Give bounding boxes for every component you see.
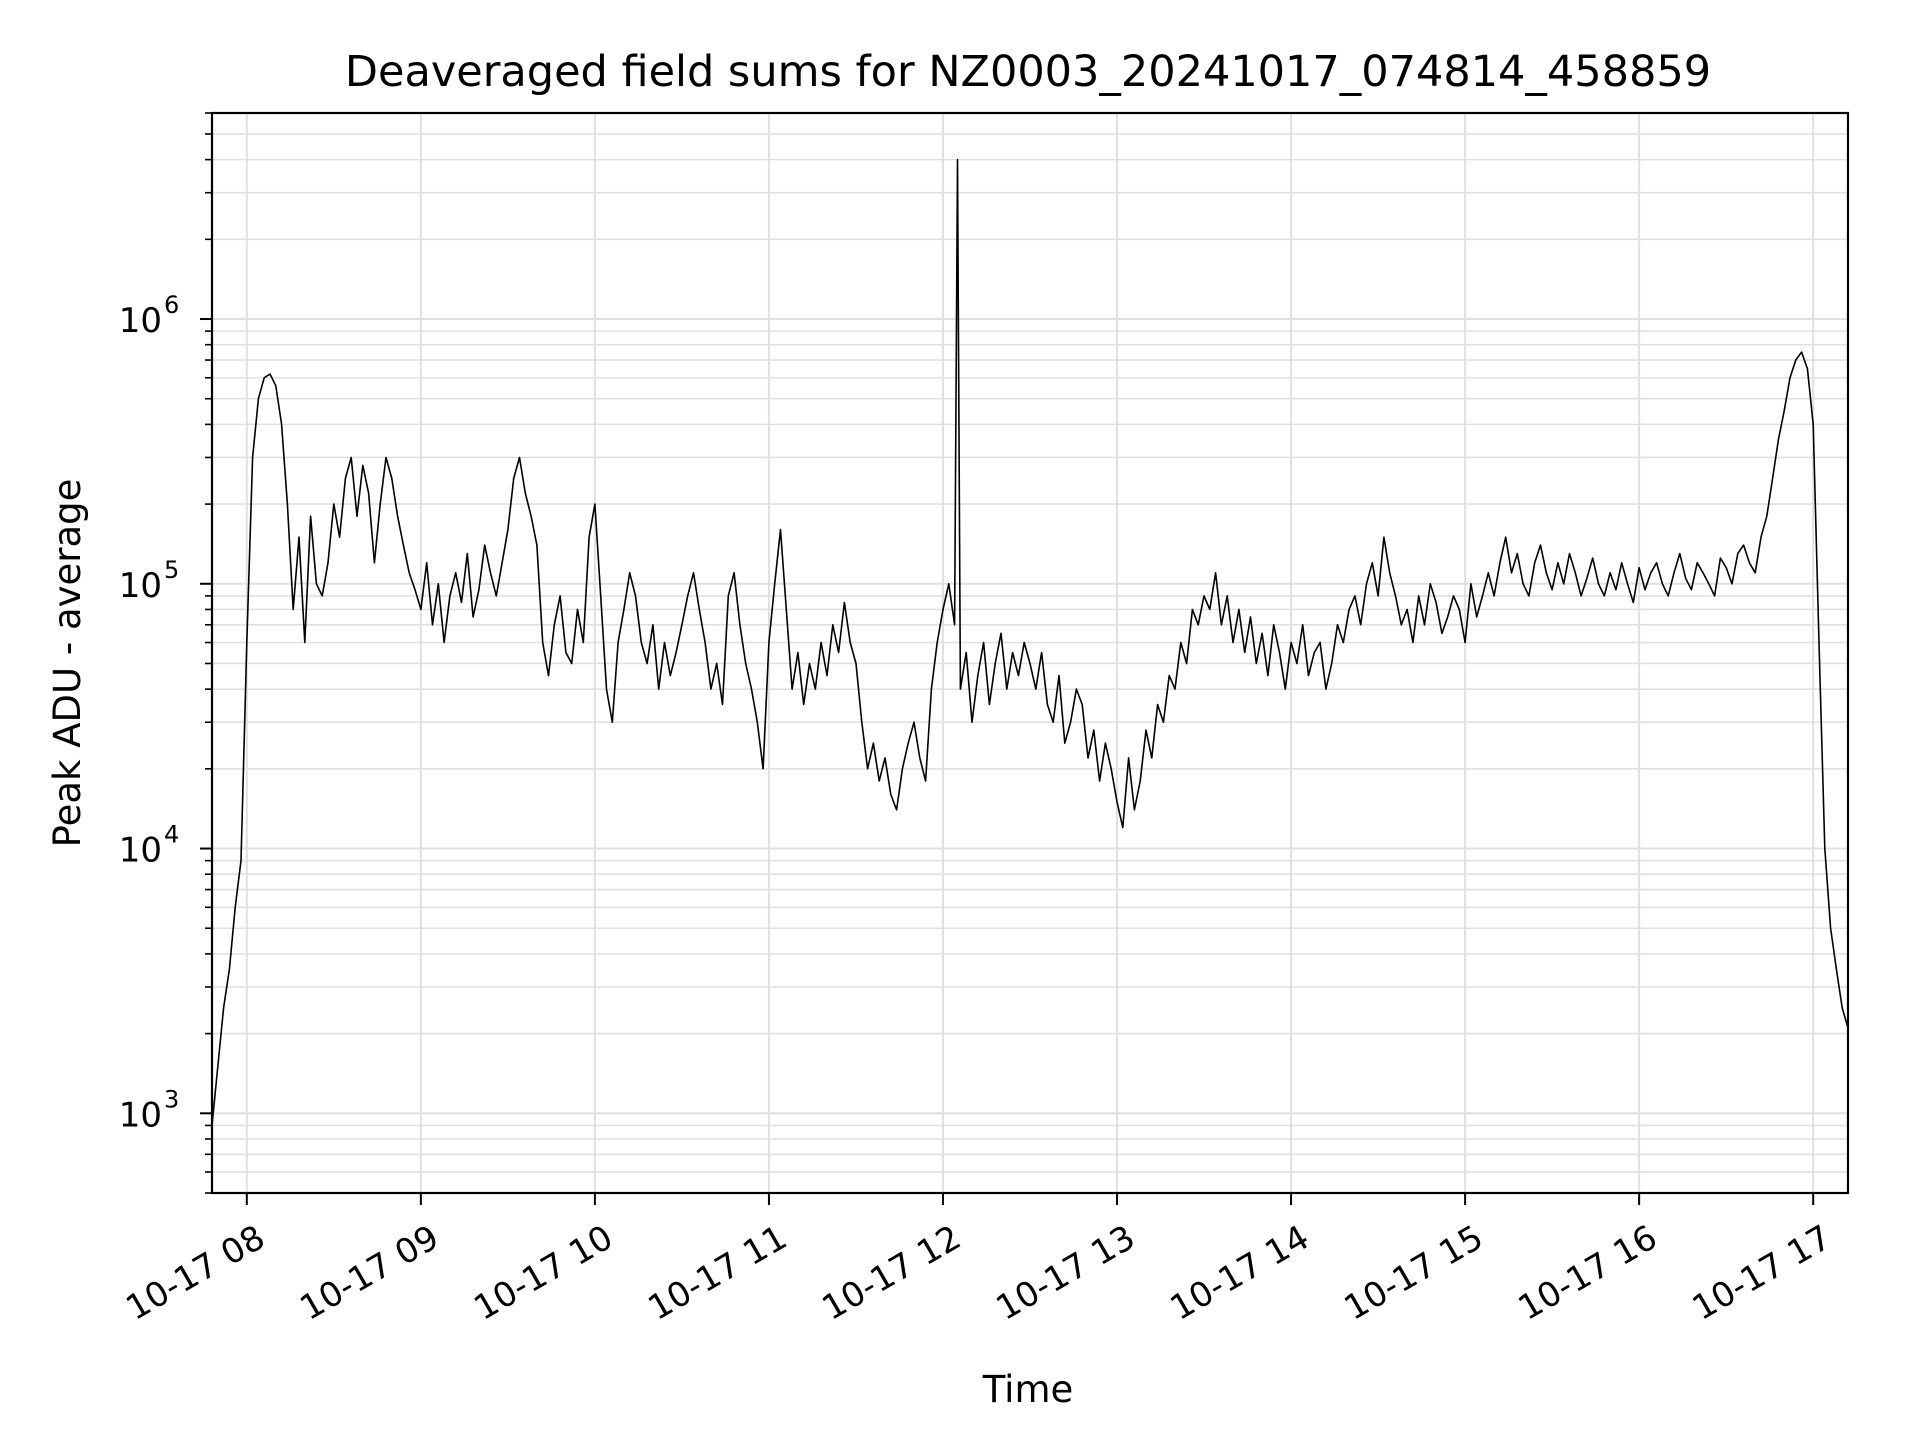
grid [212,112,1848,1194]
data-layer [211,158,1849,1126]
plot-frame [210,111,1850,1195]
y-tick-label: 10 [119,566,162,606]
y-tick-exponent: 6 [164,291,179,319]
y-axis-label: Peak ADU - average [46,479,89,848]
x-axis-label: Time [982,1368,1074,1411]
y-tick-exponent: 4 [164,821,179,849]
y-tick-exponent: 5 [164,556,179,584]
y-tick-label: 10 [119,1095,162,1135]
y-tick-exponent: 3 [164,1085,179,1113]
chart-title: Deaveraged field sums for NZ0003_2024101… [345,47,1711,97]
y-tick-label: 10 [119,831,162,871]
y-tick-label: 10 [119,301,162,341]
series-line [211,158,1849,1126]
